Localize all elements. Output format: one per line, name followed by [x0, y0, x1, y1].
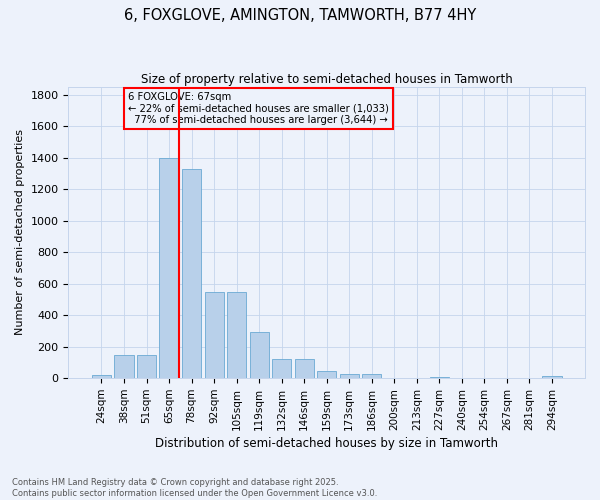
X-axis label: Distribution of semi-detached houses by size in Tamworth: Distribution of semi-detached houses by … — [155, 437, 498, 450]
Bar — [115, 356, 134, 378]
Text: 6, FOXGLOVE, AMINGTON, TAMWORTH, B77 4HY: 6, FOXGLOVE, AMINGTON, TAMWORTH, B77 4HY — [124, 8, 476, 22]
Bar — [137, 356, 156, 378]
Bar — [160, 158, 179, 378]
Title: Size of property relative to semi-detached houses in Tamworth: Size of property relative to semi-detach… — [141, 72, 512, 86]
Bar — [227, 292, 246, 378]
Bar — [272, 360, 291, 378]
Bar — [430, 377, 449, 378]
Y-axis label: Number of semi-detached properties: Number of semi-detached properties — [15, 130, 25, 336]
Text: Contains HM Land Registry data © Crown copyright and database right 2025.
Contai: Contains HM Land Registry data © Crown c… — [12, 478, 377, 498]
Bar — [182, 168, 201, 378]
Bar — [92, 375, 111, 378]
Bar — [205, 292, 224, 378]
Bar — [317, 371, 336, 378]
Bar — [295, 360, 314, 378]
Bar — [340, 374, 359, 378]
Bar — [250, 332, 269, 378]
Bar — [362, 374, 382, 378]
Text: 6 FOXGLOVE: 67sqm
← 22% of semi-detached houses are smaller (1,033)
  77% of sem: 6 FOXGLOVE: 67sqm ← 22% of semi-detached… — [128, 92, 389, 126]
Bar — [542, 376, 562, 378]
